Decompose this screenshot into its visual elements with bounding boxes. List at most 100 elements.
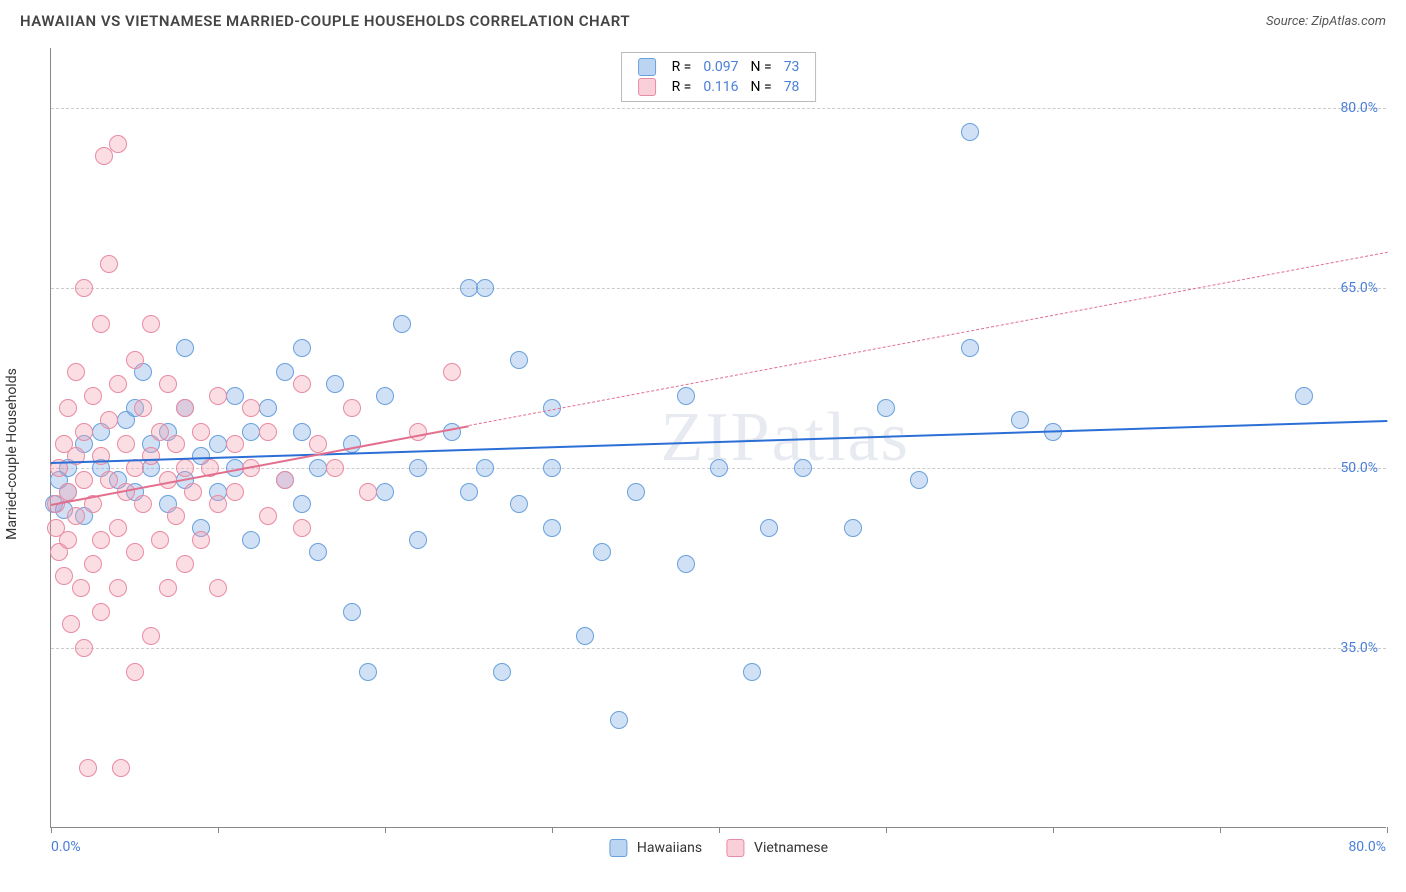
x-tick — [51, 827, 52, 833]
scatter-point — [126, 543, 144, 561]
x-axis-max-label: 80.0% — [1348, 839, 1386, 855]
scatter-point — [627, 483, 645, 501]
scatter-point — [343, 399, 361, 417]
scatter-point — [476, 459, 494, 477]
scatter-point — [226, 483, 244, 501]
scatter-point — [309, 543, 327, 561]
legend-swatch-icon — [638, 78, 656, 96]
y-tick-label: 80.0% — [1340, 100, 1378, 116]
scatter-point — [1011, 411, 1029, 429]
legend-label: Vietnamese — [754, 840, 828, 856]
scatter-point — [293, 339, 311, 357]
scatter-point — [443, 363, 461, 381]
scatter-point — [109, 519, 127, 537]
scatter-point — [92, 315, 110, 333]
scatter-point — [226, 387, 244, 405]
chart-title: HAWAIIAN VS VIETNAMESE MARRIED-COUPLE HO… — [20, 12, 630, 30]
scatter-point — [293, 423, 311, 441]
scatter-point — [259, 399, 277, 417]
scatter-point — [62, 615, 80, 633]
scatter-point — [109, 375, 127, 393]
scatter-point — [59, 531, 77, 549]
legend-row: R =0.116N =78 — [632, 77, 806, 97]
scatter-point — [159, 375, 177, 393]
y-axis-label: Married-couple Households — [4, 368, 20, 540]
scatter-point — [242, 399, 260, 417]
legend-r-label: R = — [666, 57, 698, 77]
scatter-point — [543, 459, 561, 477]
scatter-point — [192, 531, 210, 549]
y-tick-label: 35.0% — [1340, 640, 1378, 656]
scatter-point — [151, 531, 169, 549]
scatter-point — [67, 507, 85, 525]
x-axis-min-label: 0.0% — [51, 839, 81, 855]
scatter-point — [84, 387, 102, 405]
scatter-point — [134, 495, 152, 513]
scatter-point — [176, 555, 194, 573]
scatter-point — [126, 459, 144, 477]
scatter-point — [167, 435, 185, 453]
scatter-point — [72, 579, 90, 597]
scatter-point — [59, 483, 77, 501]
scatter-point — [75, 423, 93, 441]
legend-n-value: 73 — [778, 57, 806, 77]
scatter-point — [743, 663, 761, 681]
scatter-point — [309, 435, 327, 453]
scatter-point — [109, 135, 127, 153]
scatter-point — [184, 483, 202, 501]
scatter-point — [293, 495, 311, 513]
scatter-point — [293, 375, 311, 393]
scatter-point — [142, 627, 160, 645]
scatter-chart: ZIPatlas 0.0% 80.0% R =0.097N =73R =0.11… — [50, 48, 1386, 828]
legend-item: Hawaiians — [609, 839, 702, 857]
scatter-point — [677, 555, 695, 573]
legend-swatch-icon — [726, 839, 744, 857]
scatter-point — [359, 663, 377, 681]
scatter-point — [242, 531, 260, 549]
scatter-point — [126, 351, 144, 369]
scatter-point — [376, 387, 394, 405]
scatter-point — [910, 471, 928, 489]
trend-line — [51, 425, 469, 506]
series-legend: Hawaiians Vietnamese — [609, 839, 828, 857]
scatter-point — [393, 315, 411, 333]
x-tick — [218, 827, 219, 833]
scatter-point — [309, 459, 327, 477]
legend-r-value: 0.116 — [697, 77, 744, 97]
scatter-point — [961, 339, 979, 357]
scatter-point — [109, 579, 127, 597]
legend-n-value: 78 — [778, 77, 806, 97]
x-tick — [385, 827, 386, 833]
scatter-point — [142, 315, 160, 333]
scatter-point — [326, 459, 344, 477]
scatter-point — [242, 423, 260, 441]
scatter-point — [1295, 387, 1313, 405]
x-tick — [552, 827, 553, 833]
scatter-point — [126, 663, 144, 681]
scatter-point — [167, 507, 185, 525]
scatter-point — [209, 495, 227, 513]
scatter-point — [209, 435, 227, 453]
scatter-point — [510, 495, 528, 513]
trend-line — [468, 252, 1387, 426]
scatter-point — [961, 123, 979, 141]
scatter-point — [192, 423, 210, 441]
scatter-point — [134, 399, 152, 417]
legend-swatch-icon — [609, 839, 627, 857]
scatter-point — [409, 423, 427, 441]
scatter-point — [209, 387, 227, 405]
scatter-point — [142, 447, 160, 465]
scatter-point — [100, 471, 118, 489]
scatter-point — [476, 279, 494, 297]
legend-r-label: R = — [666, 77, 698, 97]
scatter-point — [760, 519, 778, 537]
scatter-point — [75, 471, 93, 489]
chart-source: Source: ZipAtlas.com — [1266, 14, 1386, 29]
scatter-point — [326, 375, 344, 393]
scatter-point — [293, 519, 311, 537]
x-tick — [886, 827, 887, 833]
scatter-point — [117, 435, 135, 453]
scatter-point — [67, 363, 85, 381]
scatter-point — [75, 639, 93, 657]
scatter-point — [276, 471, 294, 489]
